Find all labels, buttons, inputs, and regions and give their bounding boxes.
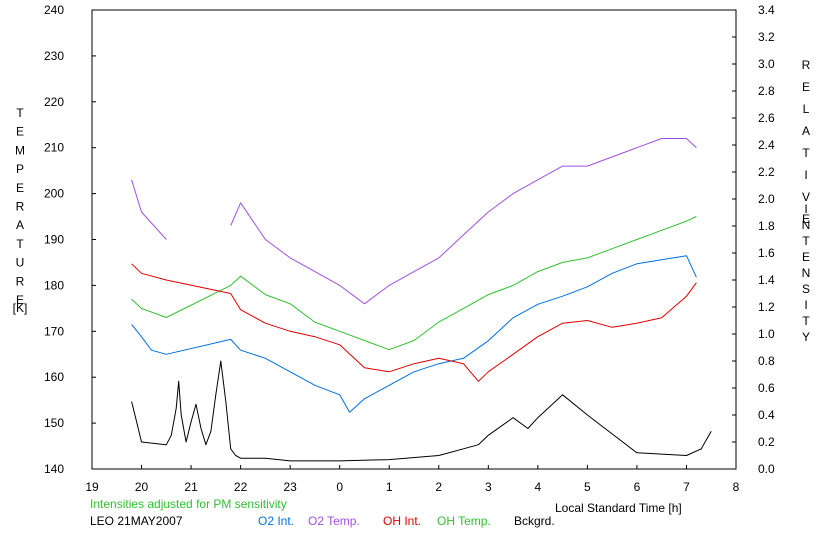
right-tick-label: 2.6 <box>758 111 775 125</box>
left-tick-label: 230 <box>44 49 64 63</box>
right-axis-label-letter: E <box>802 212 810 226</box>
right-tick-label: 3.2 <box>758 30 775 44</box>
right-tick-label: 2.0 <box>758 192 775 206</box>
x-tick-label: 6 <box>634 480 641 494</box>
right-axis-label-letter: E <box>802 80 810 94</box>
left-axis-label-letter: E <box>16 125 24 139</box>
right-tick-label: 1.2 <box>758 300 775 314</box>
x-tick-label: 21 <box>184 480 198 494</box>
right-tick-label: 1.8 <box>758 219 775 233</box>
right-axis-label-letter: T <box>802 234 810 248</box>
annotation-note: Intensities adjusted for PM sensitivity <box>90 497 287 511</box>
right-tick-label: 3.4 <box>758 3 775 17</box>
left-tick-label: 190 <box>44 233 64 247</box>
left-axis-label-letter: R <box>16 274 25 288</box>
right-tick-label: 1.0 <box>758 327 775 341</box>
left-axis-label-letter: E <box>16 181 24 195</box>
left-axis-label-letter: R <box>16 200 25 214</box>
right-axis-label-letter: I <box>804 168 807 182</box>
right-axis-label-letter: V <box>802 190 810 204</box>
left-tick-label: 210 <box>44 141 64 155</box>
right-tick-label: 2.2 <box>758 165 775 179</box>
left-tick-label: 170 <box>44 324 64 338</box>
x-tick-label: 0 <box>336 480 343 494</box>
left-tick-label: 180 <box>44 278 64 292</box>
left-axis-label-letter: E <box>16 293 24 307</box>
left-tick-label: 150 <box>44 416 64 430</box>
series-line-bckgrd <box>131 360 712 462</box>
left-tick-label: 200 <box>44 187 64 201</box>
right-axis-label-letter: N <box>802 266 811 280</box>
right-axis-label-letter: S <box>802 282 810 296</box>
x-tick-label: 22 <box>234 480 248 494</box>
x-tick-label: 5 <box>584 480 591 494</box>
right-tick-label: 0.6 <box>758 381 775 395</box>
series-line-o2-int <box>131 255 697 413</box>
x-tick-label: 19 <box>85 480 99 494</box>
x-tick-label: 8 <box>733 480 740 494</box>
station-label: LEO 21MAY2007 <box>90 514 183 528</box>
x-tick-label: 20 <box>135 480 149 494</box>
x-tick-label: 3 <box>485 480 492 494</box>
right-tick-label: 0.0 <box>758 462 775 476</box>
legend-item: O2 Temp. <box>308 514 360 528</box>
x-tick-label: 23 <box>283 480 297 494</box>
right-axis-label-letter: I <box>804 202 807 216</box>
left-tick-label: 140 <box>44 462 64 476</box>
right-axis-label-letter: Y <box>802 330 810 344</box>
left-axis-label-letter: T <box>16 106 24 120</box>
left-axis-label-letter: T <box>16 237 24 251</box>
legend-item: OH Temp. <box>437 514 491 528</box>
left-axis-unit: [K] <box>13 301 28 315</box>
x-tick-label: 4 <box>535 480 542 494</box>
right-axis-label-letter: T <box>802 146 810 160</box>
right-axis-label-letter: T <box>802 314 810 328</box>
x-axis-label: Local Standard Time [h] <box>555 501 682 515</box>
right-tick-label: 1.6 <box>758 246 775 260</box>
series-line-o2-temp <box>131 138 697 305</box>
right-tick-label: 3.0 <box>758 57 775 71</box>
right-tick-label: 1.4 <box>758 273 775 287</box>
right-tick-label: 2.4 <box>758 138 775 152</box>
left-axis-label-letter: M <box>15 143 25 157</box>
right-axis-label-letter: N <box>802 218 811 232</box>
left-axis-label-letter: P <box>16 162 24 176</box>
legend-item: O2 Int. <box>258 514 294 528</box>
right-axis-label-letter: A <box>802 124 810 138</box>
x-tick-label: 7 <box>683 480 690 494</box>
left-axis-label-letter: A <box>16 218 24 232</box>
legend-item: OH Int. <box>383 514 421 528</box>
series-line-oh-temp <box>131 216 697 351</box>
legend-item: Bckgrd. <box>514 514 555 528</box>
left-tick-label: 220 <box>44 95 64 109</box>
left-axis-label-letter: U <box>16 256 25 270</box>
right-axis-label-letter: R <box>802 58 811 72</box>
x-tick-label: 2 <box>435 480 442 494</box>
series-line-oh-int <box>131 263 697 382</box>
right-tick-label: 2.8 <box>758 84 775 98</box>
right-axis-label-letter: L <box>803 102 810 116</box>
left-tick-label: 160 <box>44 370 64 384</box>
plot-area <box>91 9 737 470</box>
x-tick-label: 1 <box>386 480 393 494</box>
right-tick-label: 0.4 <box>758 408 775 422</box>
right-axis-label-letter: E <box>802 250 810 264</box>
right-tick-label: 0.8 <box>758 354 775 368</box>
right-tick-label: 0.2 <box>758 435 775 449</box>
left-tick-label: 240 <box>44 3 64 17</box>
right-axis-label-letter: I <box>804 298 807 312</box>
